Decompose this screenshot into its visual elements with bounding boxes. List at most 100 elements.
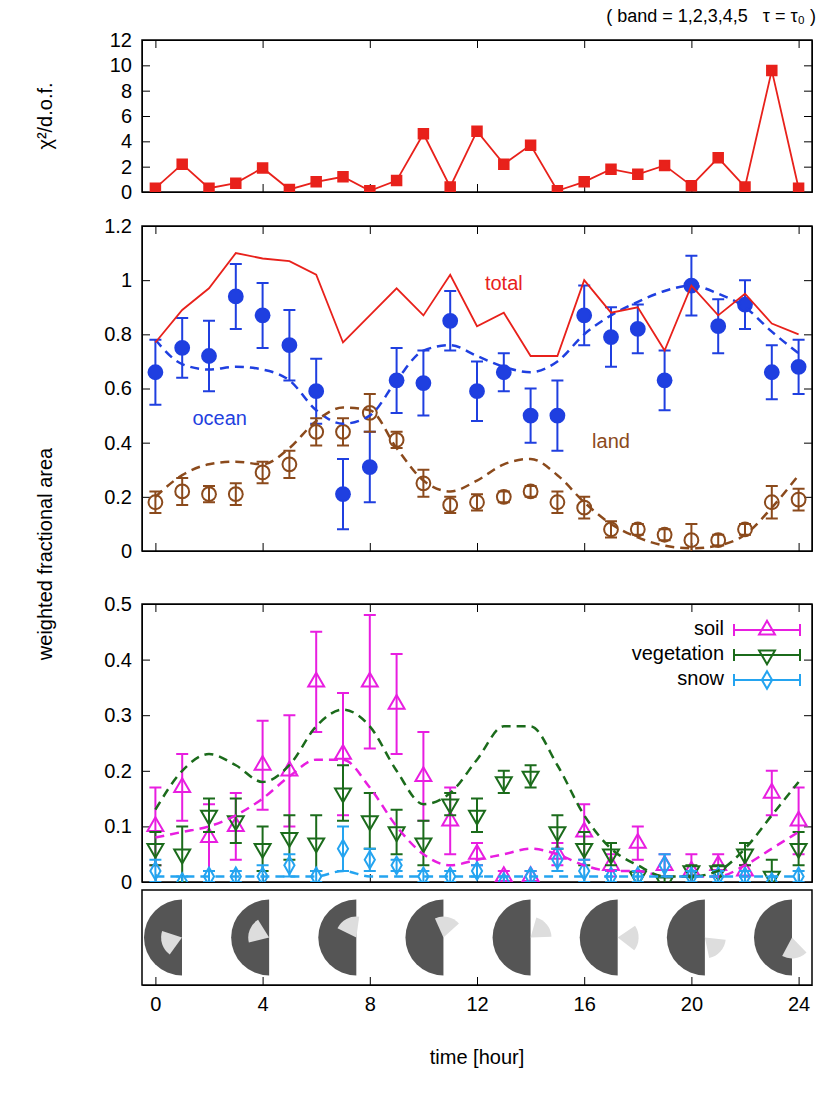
tick-mark	[155, 977, 156, 985]
error-bar	[337, 826, 349, 870]
tick-mark	[584, 40, 585, 48]
tick: 0	[150, 977, 161, 1015]
data-point	[792, 493, 806, 507]
data-point	[338, 172, 347, 181]
data-point	[740, 868, 750, 882]
error-bar	[685, 524, 697, 551]
error-bar	[230, 264, 242, 329]
data-point	[335, 788, 351, 802]
tick	[477, 184, 478, 192]
data-point	[229, 290, 243, 304]
legend-marker	[759, 650, 775, 664]
error-bar	[793, 489, 805, 511]
error-bar	[257, 283, 269, 348]
data-point	[658, 528, 672, 542]
data-point	[258, 163, 267, 172]
tick	[804, 280, 812, 281]
data-point	[470, 384, 484, 398]
tick	[804, 771, 812, 772]
data-point	[174, 850, 190, 864]
data-point	[392, 176, 401, 185]
chart-figure: 024681012( band = 1,2,3,4,5 τ = τ₀ )χ²/d…	[0, 0, 824, 1116]
data-point	[175, 341, 189, 355]
earth-view	[667, 900, 730, 976]
data-point	[526, 868, 536, 882]
tick-mark	[142, 497, 150, 498]
earth-view	[405, 900, 459, 976]
data-point	[606, 164, 615, 173]
error-bar	[444, 497, 456, 513]
x-axis-labeled: 04812162024	[143, 977, 813, 1015]
tick-label: 0	[121, 871, 132, 893]
data-point	[603, 850, 619, 864]
tick	[799, 40, 800, 48]
error-bar	[444, 291, 456, 351]
legend: soilvegetationsnow	[632, 617, 800, 689]
tick-mark	[477, 226, 478, 234]
tick: 0.4	[104, 649, 150, 671]
tick-mark	[477, 977, 478, 985]
tick	[370, 226, 371, 234]
data-point	[791, 812, 807, 826]
y-axis-mirror	[804, 605, 813, 883]
error-bar	[391, 432, 403, 448]
tick-mark	[263, 184, 264, 192]
plot-area	[148, 253, 805, 551]
data-point	[151, 183, 160, 192]
data-point	[794, 183, 803, 192]
error-bar	[310, 359, 322, 424]
tick	[804, 389, 812, 390]
tick	[799, 226, 800, 234]
data-point	[177, 159, 186, 168]
tick-mark	[142, 141, 150, 142]
legend-marker	[762, 671, 772, 689]
tick-mark	[370, 604, 371, 612]
tick-label: 12	[466, 993, 488, 1015]
earth-land	[782, 936, 809, 961]
tick-mark	[370, 40, 371, 48]
data-point	[204, 868, 214, 882]
earth-view	[318, 900, 362, 976]
tick-mark	[799, 977, 800, 985]
x-axis-mirror	[143, 226, 813, 234]
tick-label: 0.4	[104, 432, 132, 454]
data-point	[147, 817, 163, 831]
annotation: ocean	[192, 407, 247, 429]
data-point	[311, 177, 320, 186]
legend-label: vegetation	[632, 642, 724, 664]
tick-mark	[804, 826, 812, 827]
data-point	[549, 827, 565, 841]
tick-label: 4	[121, 130, 132, 152]
tick	[477, 226, 478, 234]
tick: 0.3	[104, 704, 150, 726]
tick-mark	[804, 334, 812, 335]
tick-mark	[691, 977, 692, 985]
tick	[691, 604, 692, 612]
tick-mark	[155, 40, 156, 48]
data-point	[523, 772, 539, 786]
tick-mark	[804, 116, 812, 117]
tick	[804, 715, 812, 716]
data-point	[255, 756, 271, 770]
tick-mark	[804, 389, 812, 390]
error-bar	[203, 486, 215, 502]
data-point	[660, 161, 669, 170]
tick: 2	[121, 156, 150, 178]
data-point	[526, 140, 535, 149]
data-point	[442, 800, 458, 814]
tick	[799, 543, 800, 551]
data-point	[281, 833, 297, 847]
error-bar	[659, 854, 671, 876]
data-point	[443, 314, 457, 328]
legend-label: snow	[677, 667, 724, 689]
panel: 00.10.20.30.40.5	[104, 593, 812, 893]
tick	[804, 141, 812, 142]
error-bar	[203, 321, 215, 391]
plot-area	[147, 615, 806, 882]
model-line	[155, 710, 798, 877]
data-point	[740, 182, 749, 191]
earth-disk	[580, 900, 618, 976]
tick-mark	[142, 167, 150, 168]
tick-label: 1.2	[104, 215, 132, 237]
tick	[370, 40, 371, 48]
